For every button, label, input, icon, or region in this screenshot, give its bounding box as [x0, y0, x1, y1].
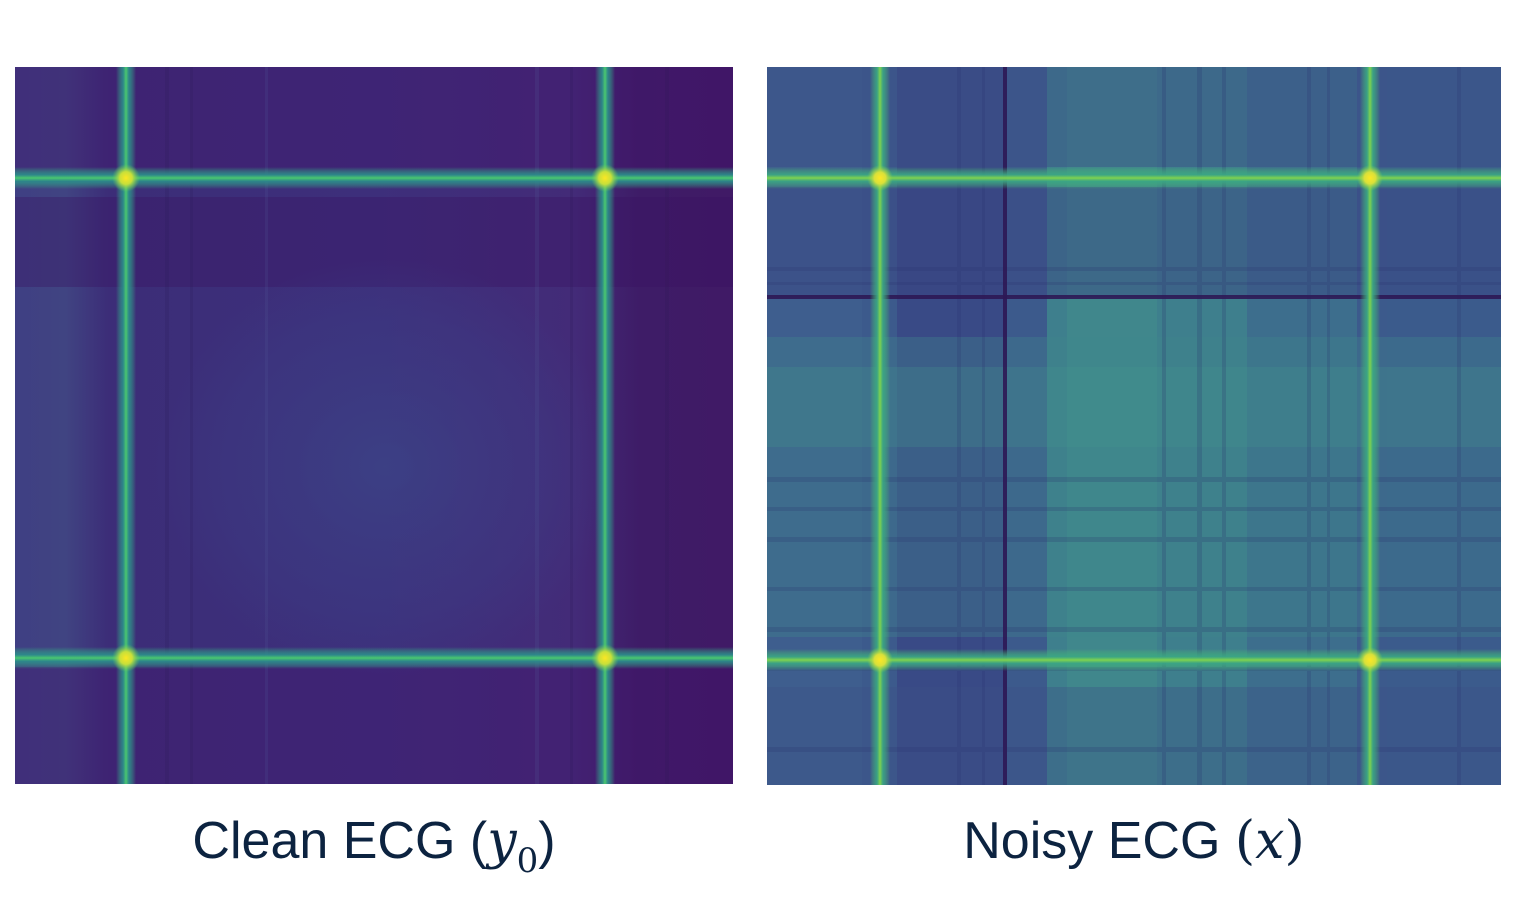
clean-ecg-caption: Clean ECG (y0) [192, 811, 556, 881]
clean-ecg-caption-text: Clean ECG [192, 812, 456, 870]
clean-ecg-caption-subscript: 0 [516, 841, 539, 881]
noisy-ecg-caption-symbol: x [1255, 811, 1285, 871]
clean-ecg-caption-symbol: y [487, 811, 517, 871]
noisy-ecg-caption: Noisy ECG (x) [963, 811, 1305, 871]
clean-ecg-heatmap [15, 67, 733, 784]
noisy-ecg-heatmap-image [767, 67, 1501, 785]
noisy-ecg-heatmap [767, 67, 1501, 785]
clean-ecg-heatmap-image [15, 67, 733, 784]
noisy-ecg-caption-text: Noisy ECG [963, 812, 1221, 870]
